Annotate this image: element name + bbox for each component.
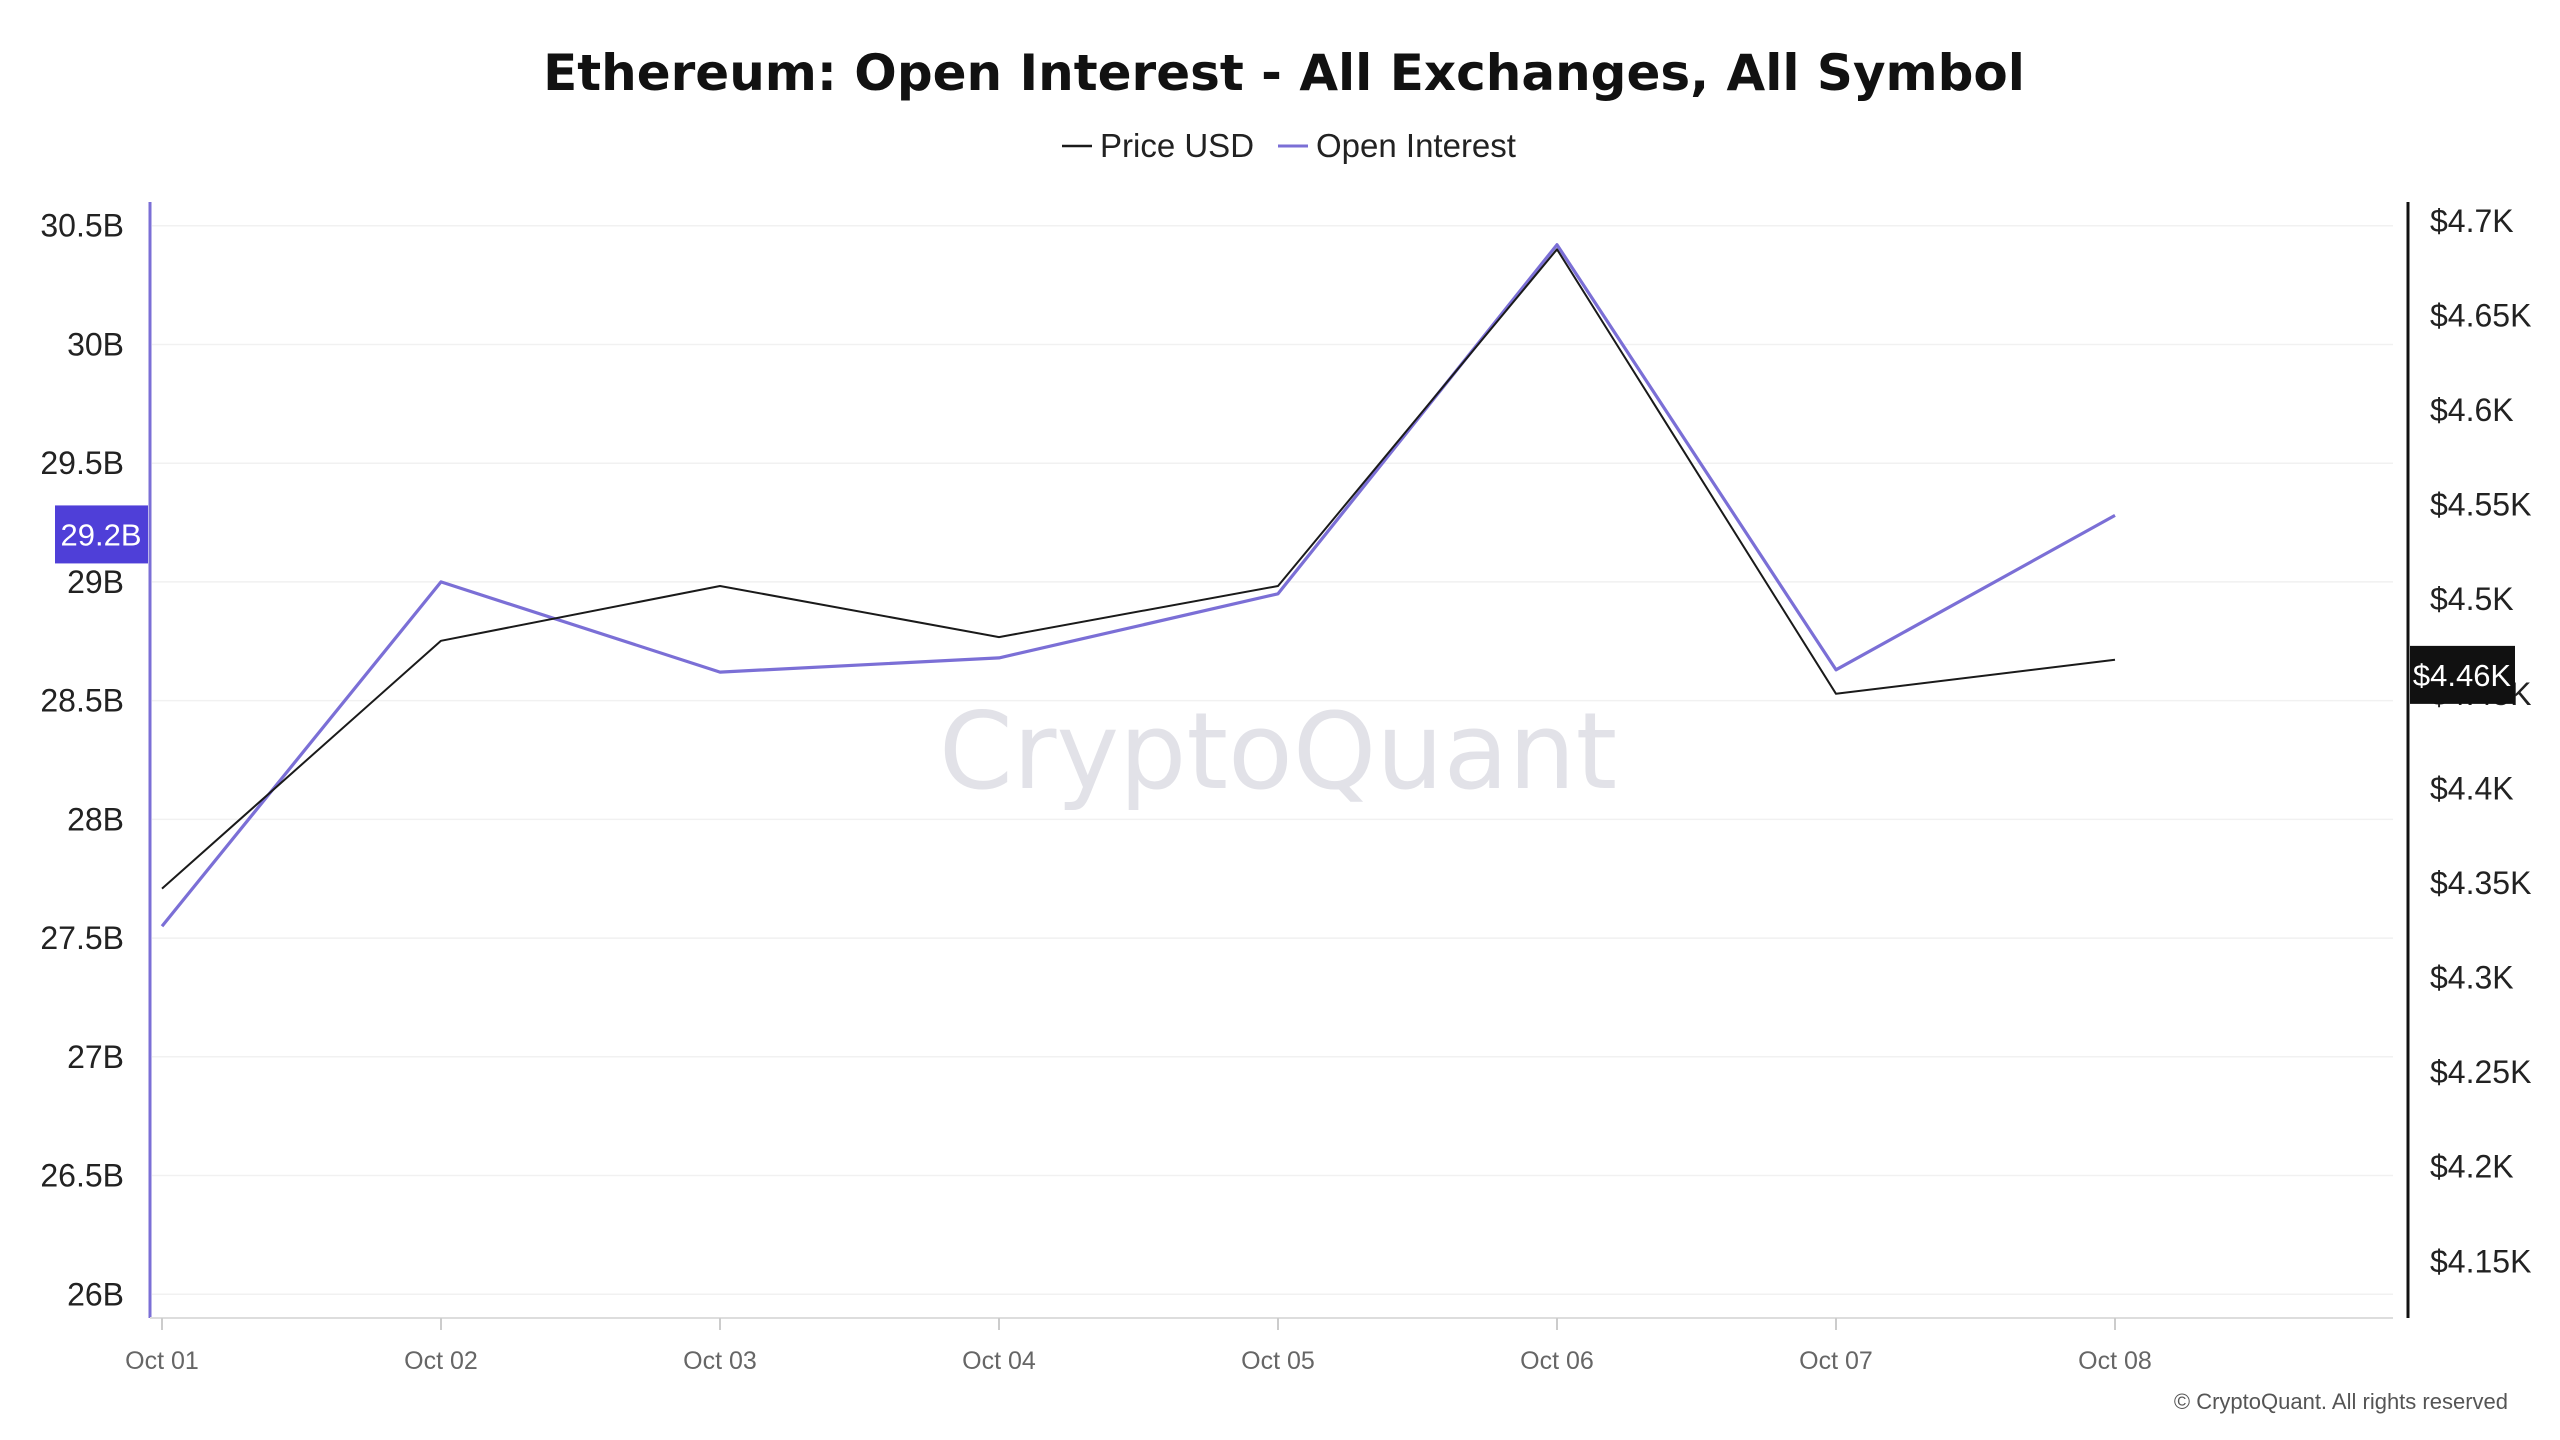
- right-tick-label: $4.4K: [2430, 770, 2514, 806]
- grid-lines: [152, 224, 2393, 1296]
- right-tick-label: $4.3K: [2430, 960, 2514, 996]
- price-usd-line: [161, 248, 2116, 890]
- left-tick-label: 27.5B: [40, 920, 124, 956]
- x-tick-label: Oct 03: [683, 1347, 757, 1375]
- x-tick-label: Oct 06: [1520, 1347, 1594, 1375]
- series-lines: [160, 243, 2116, 928]
- right-value-badge: $4.46K: [2410, 645, 2515, 704]
- right-tick-label: $4.55K: [2430, 487, 2531, 523]
- left-tick-label: 29.5B: [40, 445, 124, 481]
- x-tick-label: Oct 01: [125, 1347, 199, 1375]
- left-value-badge-box: [55, 505, 148, 564]
- right-tick-label: $4.25K: [2430, 1054, 2531, 1090]
- right-tick-label: $4.65K: [2430, 297, 2531, 333]
- x-tick-label: Oct 04: [962, 1347, 1036, 1375]
- x-axis-ticks: Oct 01 Oct 02 Oct 03 Oct 04 Oct 05 Oct 06 Oct …: [125, 1318, 2152, 1375]
- x-tick-label: Oct 05: [1241, 1347, 1315, 1375]
- right-tick-label: $4.35K: [2430, 865, 2531, 901]
- left-tick-label: 28.5B: [40, 683, 124, 719]
- chart-title: Ethereum: Open Interest - All Exchanges,…: [543, 44, 2025, 102]
- left-tick-label: 30B: [67, 326, 124, 362]
- right-value-badge-label: $4.46K: [2413, 658, 2512, 693]
- left-value-badge: 29.2B: [55, 505, 148, 564]
- legend-item-price[interactable]: Price USD: [1062, 127, 1254, 164]
- left-tick-label: 29B: [67, 564, 124, 600]
- left-tick-label: 26.5B: [40, 1158, 124, 1194]
- x-tick-label: Oct 08: [2078, 1347, 2152, 1375]
- left-tick-label: 30.5B: [40, 208, 124, 244]
- watermark: CryptoQuant: [939, 690, 1617, 813]
- right-axis-ticks: $4.15K$4.2K$4.25K$4.3K$4.35K$4.4K$4.45K$…: [2430, 203, 2531, 1279]
- right-value-badge-box: [2410, 645, 2515, 704]
- left-tick-label: 28B: [67, 801, 124, 837]
- legend-label-open-interest: Open Interest: [1316, 127, 1516, 164]
- x-tick-label: Oct 02: [404, 1347, 478, 1375]
- open-interest-line: [160, 243, 2116, 928]
- right-tick-label: $4.7K: [2430, 203, 2514, 239]
- legend-item-open-interest[interactable]: Open Interest: [1278, 127, 1516, 164]
- legend-label-price: Price USD: [1100, 127, 1254, 164]
- right-tick-label: $4.5K: [2430, 581, 2514, 617]
- left-value-badge-label: 29.2B: [60, 517, 141, 552]
- x-tick-label: Oct 07: [1799, 1347, 1873, 1375]
- copyright: © CryptoQuant. All rights reserved: [2174, 1389, 2508, 1414]
- left-tick-label: 26B: [67, 1276, 124, 1312]
- right-tick-label: $4.2K: [2430, 1149, 2514, 1185]
- left-tick-label: 27B: [67, 1039, 124, 1075]
- right-tick-label: $4.6K: [2430, 392, 2514, 428]
- right-tick-label: $4.15K: [2430, 1243, 2531, 1279]
- left-axis-ticks: 26B 26.5B 27B 27.5B 28B 28.5B 29B 29.5B 30B 30.5B: [40, 208, 124, 1313]
- legend: Price USD Open Interest: [1062, 127, 1516, 164]
